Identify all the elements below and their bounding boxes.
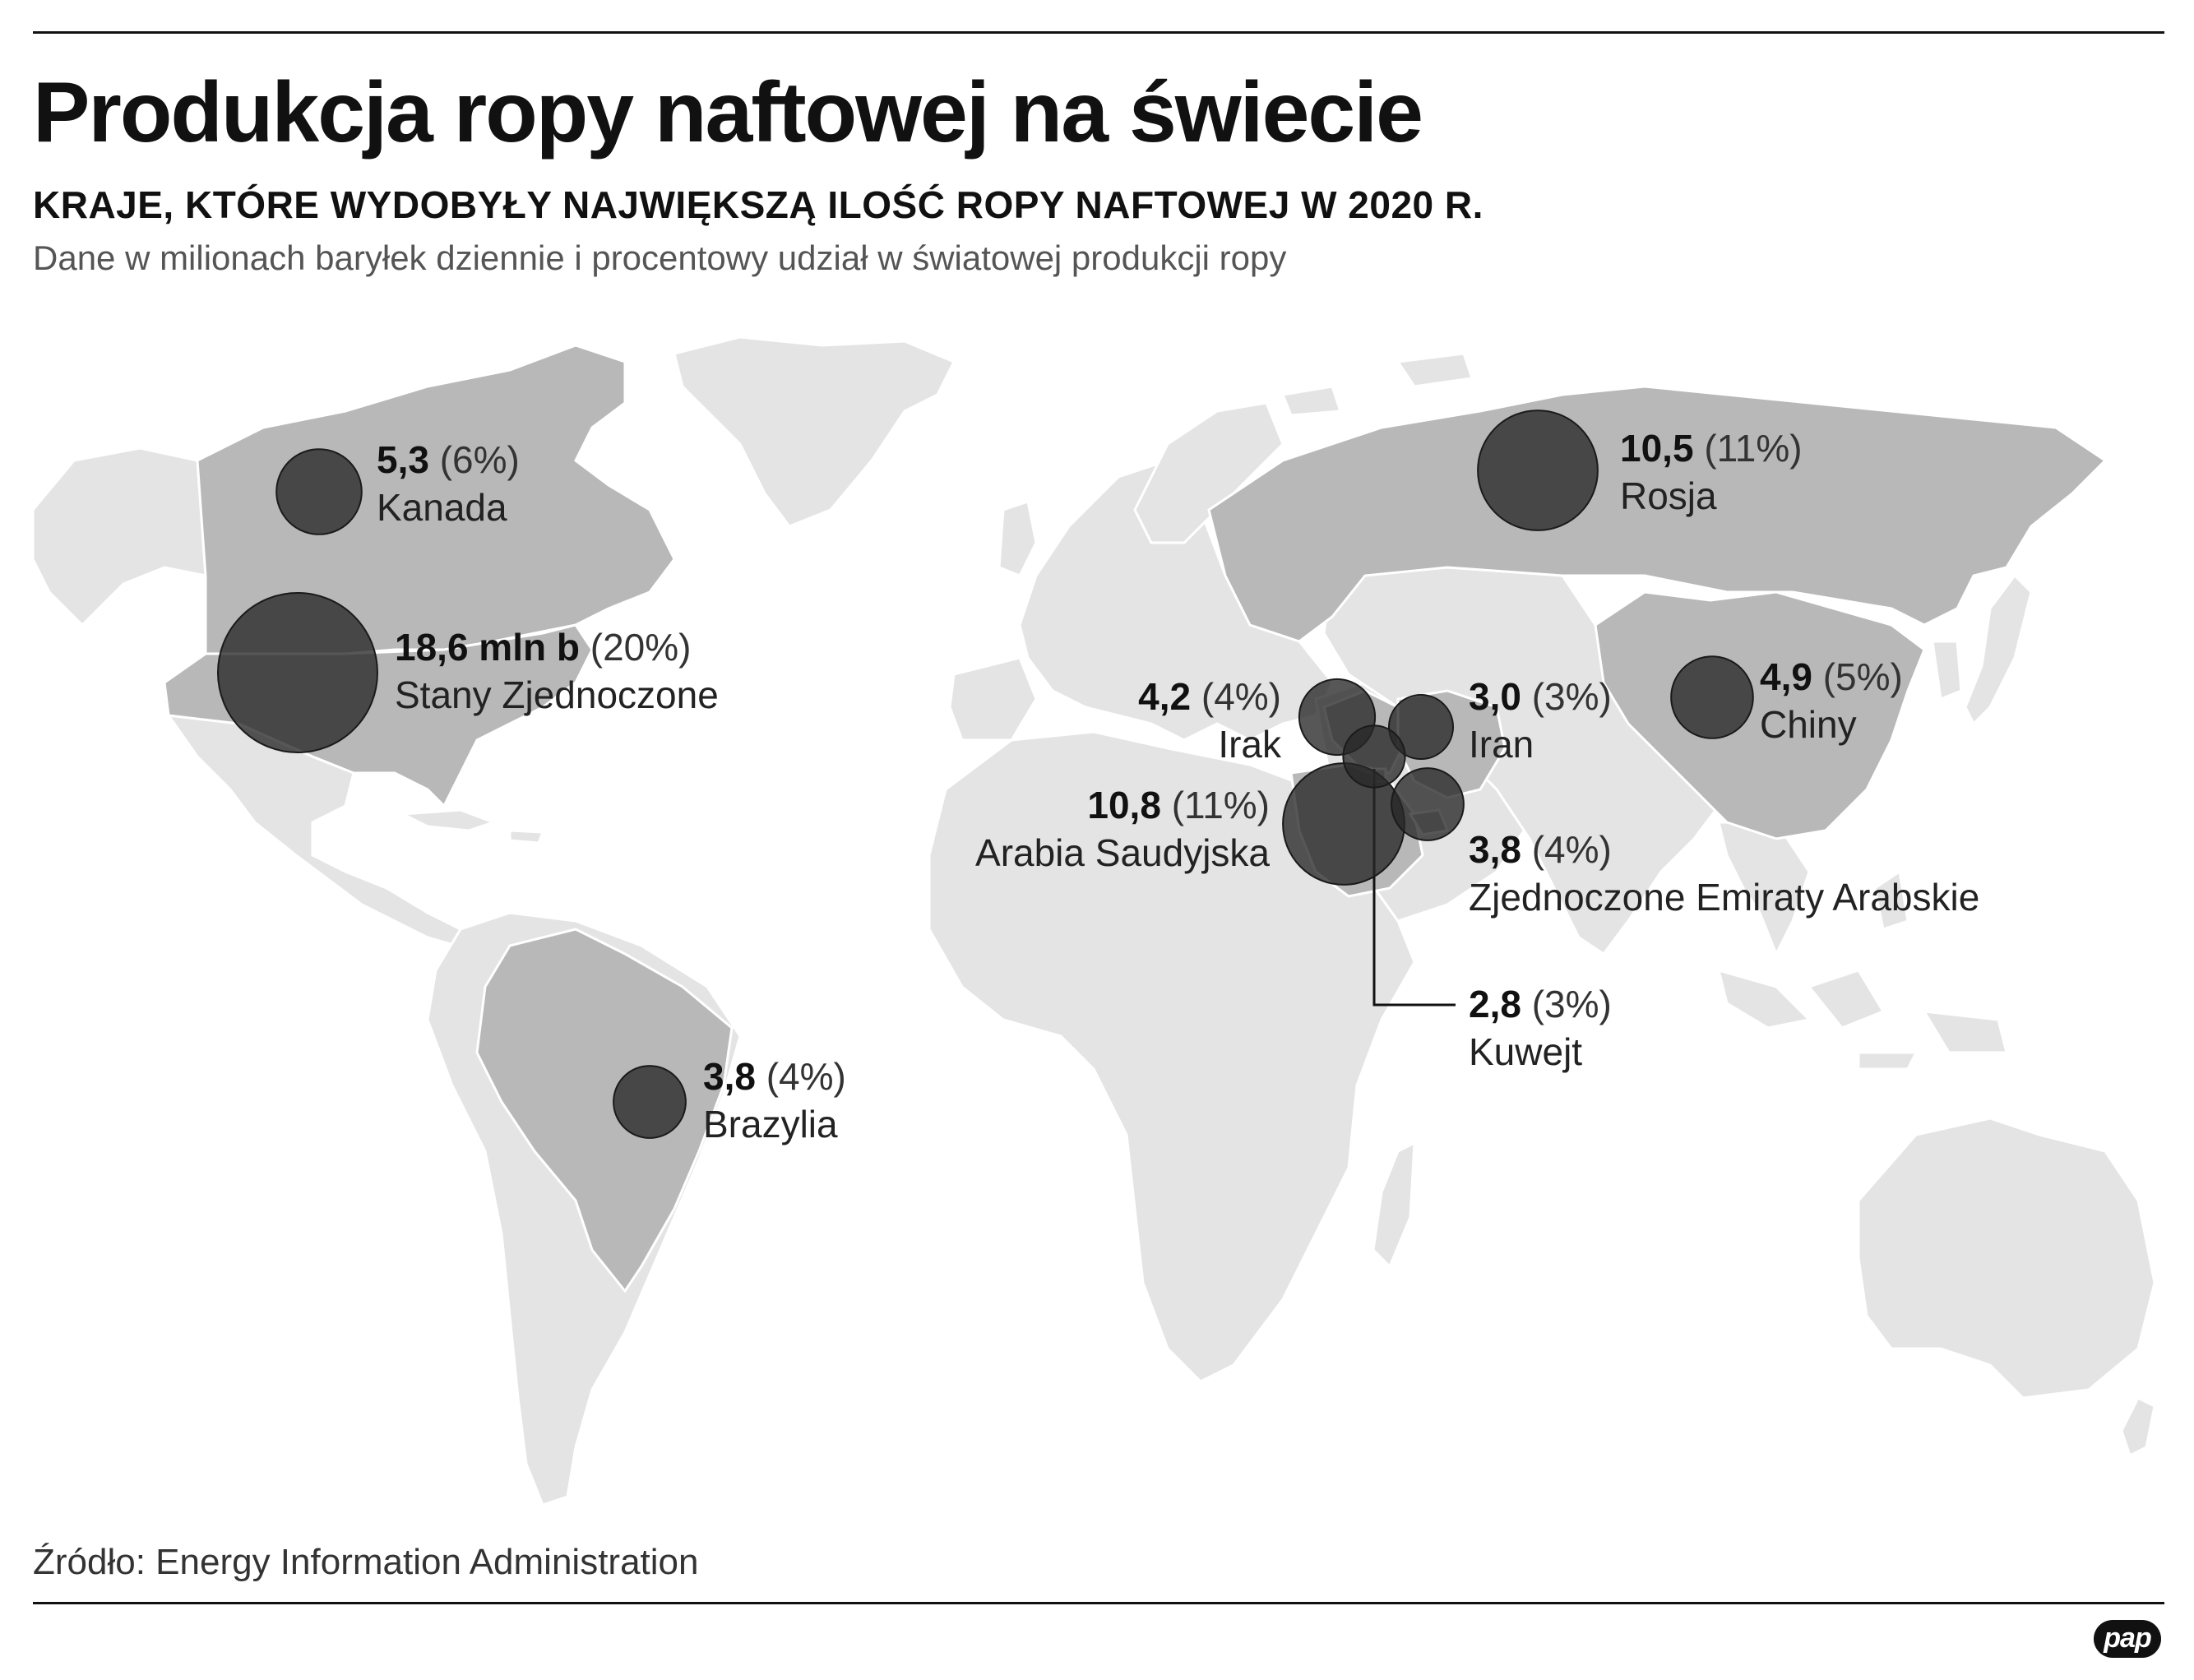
uae-name: Zjednoczone Emiraty Arabskie [1469,876,1980,919]
kuwait-value: 2,8 [1469,983,1521,1025]
australia-shape [1857,1117,2156,1400]
saudi-share: (11%) [1171,784,1270,826]
bubble-canada [275,448,363,535]
alaska-shape [31,447,207,627]
label-iraq: 4,2 (4%) Irak [1138,673,1281,768]
bubble-iran [1388,694,1454,760]
bubble-brazil [613,1065,687,1139]
russia-value: 10,5 [1620,427,1694,470]
label-uae: 3,8 (4%) Zjednoczone Emiraty Arabskie [1469,826,1979,921]
kuwait-name: Kuwejt [1469,1030,1583,1073]
label-china: 4,9 (5%) Chiny [1760,653,1903,748]
caribbean-shape [398,808,545,845]
label-iran: 3,0 (3%) Iran [1469,673,1612,768]
bubble-kuwait [1342,724,1406,789]
usa-name: Stany Zjednoczone [395,673,719,716]
iraq-share: (4%) [1201,675,1281,718]
canada-share: (6%) [439,438,520,481]
bottom-rule [33,1602,2164,1604]
china-name: Chiny [1760,703,1857,746]
arctic-islands-shape [1280,352,1474,417]
brazil-value: 3,8 [703,1055,756,1098]
pap-logo: pap [2094,1620,2161,1658]
page-title: Produkcja ropy naftowej na świecie [33,65,1423,160]
russia-name: Rosja [1620,474,1717,517]
africa-shape [928,730,1416,1383]
label-usa: 18,6 mln b (20%) Stany Zjednoczone [395,623,719,719]
iran-name: Iran [1469,723,1534,766]
new-zealand-shape [2120,1395,2156,1458]
bubble-china [1670,655,1754,739]
iran-share: (3%) [1531,675,1612,718]
china-value: 4,9 [1760,655,1812,698]
saudi-value: 10,8 [1087,784,1161,826]
china-shape [1594,590,1926,840]
usa-share: (20%) [590,626,692,669]
top-rule [33,31,2164,34]
brazil-share: (4%) [766,1055,846,1098]
canada-value: 5,3 [377,438,429,481]
units-note: Dane w milionach baryłek dziennie i proc… [33,238,1287,277]
highlighted-countries [163,344,2108,1294]
korea-japan-shape [1931,573,2033,726]
uae-share: (4%) [1531,828,1612,871]
southeast-asia-shape [1717,821,1811,957]
iran-value: 3,0 [1469,675,1521,718]
iraq-name: Irak [1218,723,1281,766]
bubble-uae [1391,767,1465,841]
iraq-value: 4,2 [1138,675,1192,718]
label-saudi: 10,8 (11%) Arabia Saudyjska [975,781,1270,877]
uae-value: 3,8 [1469,828,1521,871]
china-share: (5%) [1822,655,1903,698]
russia-shape [1207,385,2108,643]
canada-name: Kanada [377,486,507,529]
usa-value: 18,6 mln b [395,626,580,669]
label-brazil: 3,8 (4%) Brazylia [703,1053,846,1148]
label-canada: 5,3 (6%) Kanada [377,436,520,531]
kuwait-share: (3%) [1531,983,1612,1025]
brazil-shape [475,928,734,1294]
label-russia: 10,5 (11%) Rosja [1620,424,1803,520]
bubble-russia [1477,410,1599,531]
brazil-name: Brazylia [703,1103,838,1145]
russia-share: (11%) [1704,427,1803,470]
madagascar-shape [1372,1141,1416,1269]
bubble-layer [217,410,1754,1139]
bubble-usa [217,592,378,753]
page-subtitle: KRAJE, KTÓRE WYDOBYŁY NAJWIĘKSZĄ ILOŚĆ R… [33,183,1483,226]
indonesia-shape [1716,869,2008,1071]
greenland-shape [673,336,956,528]
scandinavia-shape [1133,401,1284,544]
source-note: Źródło: Energy Information Administratio… [33,1542,699,1582]
label-kuwait: 2,8 (3%) Kuwejt [1469,980,1612,1076]
saudi-name: Arabia Saudyjska [975,831,1270,874]
